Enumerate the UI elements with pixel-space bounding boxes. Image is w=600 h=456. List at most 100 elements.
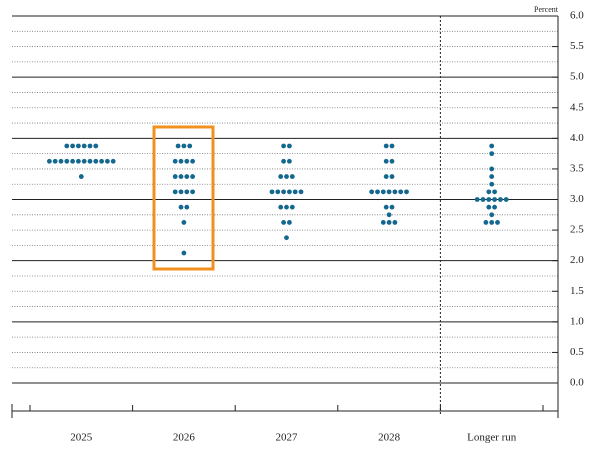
dot (287, 220, 292, 225)
dot (389, 143, 395, 149)
dot (281, 220, 286, 225)
dot (190, 174, 196, 179)
dot (375, 189, 380, 195)
dot (269, 189, 275, 195)
dot (190, 189, 196, 195)
dot (178, 204, 184, 210)
dot (489, 174, 495, 179)
dot (298, 189, 304, 195)
x-tick-label: 2028 (378, 432, 401, 444)
dot (380, 220, 386, 225)
dot (187, 143, 193, 149)
dot (278, 204, 284, 210)
dot (181, 143, 187, 149)
y-axis-label: Percent (534, 5, 559, 14)
dot (190, 158, 196, 164)
y-tick-label: 5.5 (570, 40, 584, 52)
dot (87, 158, 93, 164)
dot (178, 174, 184, 179)
dot (383, 143, 389, 149)
dot (105, 158, 110, 164)
dot (281, 158, 286, 164)
dot (93, 158, 99, 164)
dot (498, 197, 503, 202)
dot (404, 189, 409, 195)
dot (503, 197, 509, 202)
dot (386, 189, 392, 195)
dot (389, 204, 395, 210)
dot (278, 174, 284, 179)
dot (495, 220, 500, 225)
dot (492, 197, 497, 202)
dot (184, 204, 190, 210)
dot (289, 174, 295, 179)
y-tick-label: 4.5 (570, 101, 584, 113)
dot (284, 174, 289, 179)
highlight-box (152, 125, 215, 271)
y-tick-label: 2.0 (570, 254, 584, 266)
y-tick-label: 2.5 (570, 224, 584, 236)
x-tick-label: 2027 (276, 432, 299, 444)
dot (76, 158, 81, 164)
dot (492, 204, 497, 210)
dot (47, 158, 52, 164)
dot (386, 220, 392, 225)
dot (389, 158, 395, 164)
dot (64, 158, 70, 164)
dot (184, 189, 190, 195)
dot (486, 197, 492, 202)
y-tick-label: 6.0 (570, 10, 584, 22)
dot (178, 158, 184, 164)
y-tick-label: 0.5 (570, 346, 584, 358)
dot (81, 143, 87, 149)
dot (489, 143, 495, 149)
dot (489, 166, 495, 172)
dot (70, 158, 75, 164)
x-tick-label: Longer run (467, 432, 517, 444)
dot (383, 158, 389, 164)
dot (492, 189, 497, 195)
dot (70, 143, 75, 149)
dot (369, 189, 375, 195)
y-tick-label: 3.5 (570, 162, 584, 174)
dot (76, 143, 81, 149)
dot (284, 235, 289, 241)
dot (380, 189, 386, 195)
dot (383, 204, 389, 210)
dot (383, 174, 389, 179)
dot (78, 174, 84, 179)
dot (287, 189, 292, 195)
dot (289, 204, 295, 210)
dot (172, 174, 178, 179)
dot (178, 189, 184, 195)
dot (392, 220, 398, 225)
dot (480, 197, 486, 202)
dot (287, 158, 292, 164)
x-tick-label: 2026 (173, 432, 196, 444)
dot (292, 189, 298, 195)
dot (181, 220, 187, 225)
dot (483, 220, 489, 225)
dot (87, 143, 93, 149)
dot (58, 158, 64, 164)
dot (172, 158, 178, 164)
dot (486, 189, 492, 195)
dot (287, 143, 292, 149)
dot (489, 151, 495, 157)
y-tick-label: 1.5 (570, 285, 584, 297)
dot (93, 143, 99, 149)
dot (281, 143, 286, 149)
y-tick-label: 5.0 (570, 71, 584, 83)
dot (284, 204, 289, 210)
y-tick-label: 4.0 (570, 132, 584, 144)
dot (489, 220, 495, 225)
dot (392, 189, 398, 195)
dot (386, 212, 392, 218)
y-tick-label: 0.0 (570, 377, 584, 389)
dot (389, 174, 395, 179)
dot (81, 158, 87, 164)
dot (281, 189, 286, 195)
dot (181, 250, 187, 256)
dot (489, 212, 495, 218)
